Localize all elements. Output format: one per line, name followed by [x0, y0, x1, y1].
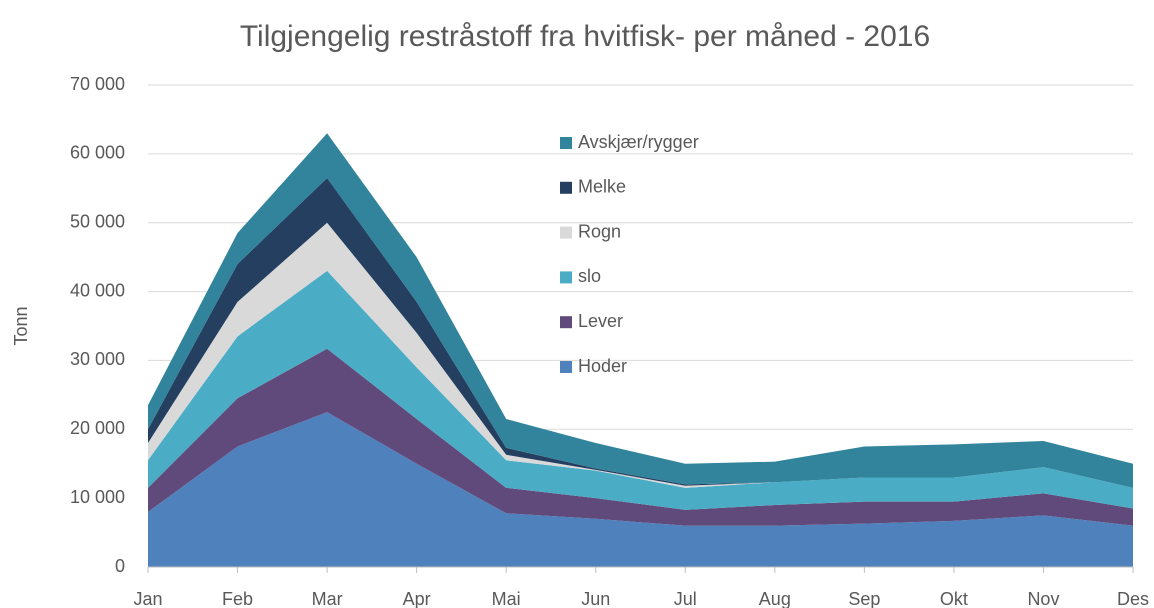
x-tick-label: Jun	[581, 589, 610, 608]
y-tick-label: 30 000	[70, 349, 125, 369]
y-tick-label: 10 000	[70, 487, 125, 507]
x-tick-label: Sep	[848, 589, 880, 608]
x-tick-label: Des	[1117, 589, 1149, 608]
legend-label: Melke	[578, 177, 626, 197]
legend-swatch	[560, 226, 572, 239]
y-tick-label: 40 000	[70, 280, 125, 300]
legend-swatch	[560, 137, 572, 149]
y-axis-label: Tonn	[11, 306, 31, 345]
y-tick-label: 60 000	[70, 143, 125, 163]
x-tick-label: Apr	[403, 589, 431, 608]
area	[148, 133, 1133, 488]
x-tick-label: Nov	[1027, 589, 1059, 608]
chart-title: Tilgjengelig restråstoff fra hvitfisk- p…	[240, 20, 930, 53]
x-tick-label: Feb	[222, 589, 253, 608]
legend-label: Avskjær/rygger	[578, 132, 699, 152]
x-tick-label: Aug	[759, 589, 791, 608]
area	[148, 270, 1133, 510]
y-tick-label: 20 000	[70, 418, 125, 438]
legend-swatch	[560, 271, 572, 284]
legend-swatch	[560, 361, 572, 373]
x-tick-label: Mai	[492, 589, 521, 608]
area	[148, 412, 1133, 567]
x-tick-label: Mar	[312, 589, 343, 608]
legend-label: Hoder	[578, 356, 627, 376]
y-tick-label: 50 000	[70, 211, 125, 231]
x-tick-label: Jan	[133, 589, 162, 608]
legend-swatch	[560, 316, 572, 329]
area	[148, 348, 1133, 526]
y-tick-label: 0	[115, 556, 125, 576]
y-tick-label: 70 000	[70, 74, 125, 94]
legend-swatch	[560, 181, 572, 194]
legend-label: Rogn	[578, 221, 621, 241]
legend-label: Lever	[578, 311, 623, 331]
legend-label: slo	[578, 266, 601, 286]
x-tick-label: Jul	[674, 589, 697, 608]
x-tick-label: Okt	[940, 589, 968, 608]
